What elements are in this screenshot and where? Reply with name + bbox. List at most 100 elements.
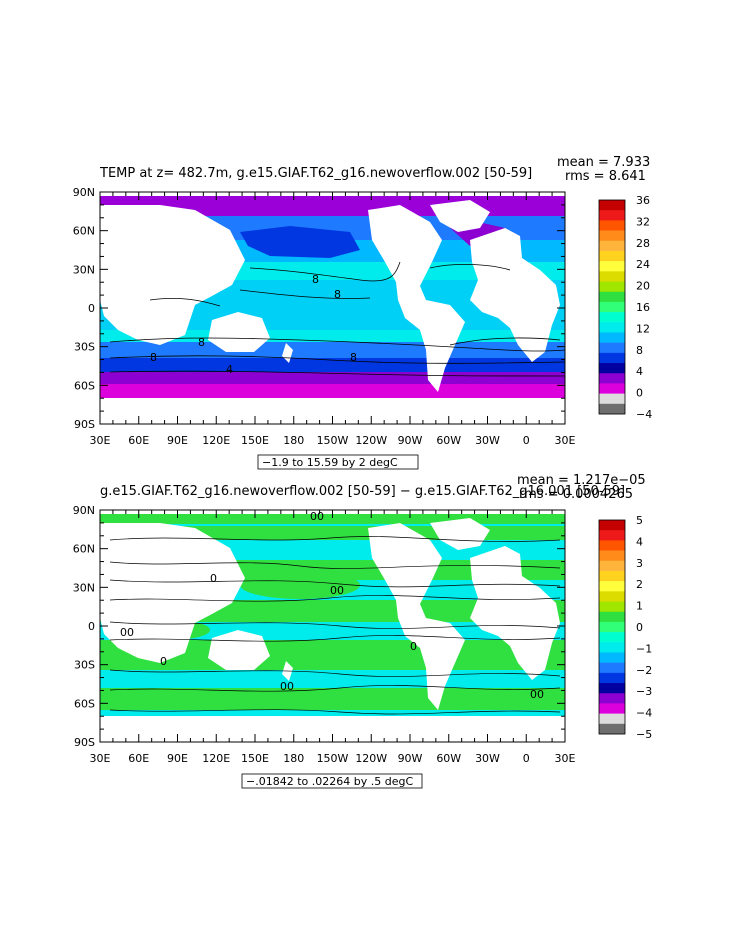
lat-tick-label: 30N bbox=[73, 581, 95, 594]
colorbar-swatch bbox=[599, 713, 625, 725]
panel-2-range: −.01842 to .02264 by .5 degC bbox=[246, 775, 413, 788]
colorbar-swatch bbox=[599, 520, 625, 531]
colorbar-swatch bbox=[599, 271, 625, 282]
panel-1-range-box bbox=[257, 454, 419, 470]
lon-tick-label: 30W bbox=[475, 434, 500, 447]
contour-label: 0 bbox=[410, 640, 417, 653]
colorbar-swatch bbox=[599, 662, 625, 674]
contour-label: 8 bbox=[198, 336, 205, 349]
panel-1: TEMP at z= 482.7m, g.e15.GIAF.T62_g16.ne… bbox=[73, 155, 652, 470]
lat-tick-label: 0 bbox=[88, 302, 95, 315]
colorbar-swatch bbox=[599, 332, 625, 343]
lon-tick-label: 90E bbox=[167, 752, 188, 765]
colorbar-swatch bbox=[599, 591, 625, 602]
colorbar-swatch bbox=[599, 200, 625, 211]
lat-tick-label: 90N bbox=[73, 504, 95, 517]
colorbar-swatch bbox=[599, 383, 625, 394]
lon-tick-label: 150E bbox=[241, 752, 269, 765]
colorbar-swatch bbox=[599, 393, 625, 405]
contour-label: 00 bbox=[310, 510, 324, 523]
colorbar-swatch bbox=[599, 560, 625, 572]
lon-tick-label: 60W bbox=[436, 752, 461, 765]
panel-2-map: 00 00 0 00 0 00 0 00 bbox=[100, 510, 565, 742]
colorbar-label: 0 bbox=[636, 387, 643, 400]
colorbar-swatch bbox=[599, 291, 625, 303]
contour-label: 8 bbox=[312, 273, 319, 286]
colorbar-swatch bbox=[599, 632, 625, 643]
colorbar-swatch bbox=[599, 230, 625, 242]
panel-1-lat-labels: 90N 60N 30N 0 30S 60S 90S bbox=[73, 186, 95, 431]
colorbar-swatch bbox=[599, 683, 625, 694]
colorbar-label: −1 bbox=[636, 642, 652, 655]
colorbar-swatch bbox=[599, 703, 625, 714]
lon-tick-label: 30E bbox=[555, 752, 576, 765]
colorbar-swatch bbox=[599, 611, 625, 623]
lon-tick-label: 150W bbox=[317, 434, 349, 447]
lon-tick-label: 30E bbox=[90, 434, 111, 447]
lon-tick-label: 30W bbox=[475, 752, 500, 765]
panel-2-rms: rms = 0.0004265 bbox=[519, 487, 633, 502]
colorbar-swatch bbox=[599, 220, 625, 231]
lon-tick-label: 120W bbox=[355, 752, 387, 765]
colorbar-label: 8 bbox=[636, 344, 643, 357]
panel-2-title: g.e15.GIAF.T62_g16.newoverflow.002 [50-5… bbox=[100, 484, 625, 499]
colorbar-swatch bbox=[599, 621, 625, 633]
colorbar-swatch bbox=[599, 530, 625, 541]
lon-tick-label: 30E bbox=[555, 434, 576, 447]
contour-label: 00 bbox=[120, 626, 134, 639]
colorbar-label: 24 bbox=[636, 258, 650, 271]
lon-tick-label: 180 bbox=[283, 752, 304, 765]
lat-tick-label: 30N bbox=[73, 263, 95, 276]
colorbar-swatch bbox=[599, 210, 625, 221]
colorbar-swatch bbox=[599, 240, 625, 252]
lon-tick-label: 120E bbox=[202, 434, 230, 447]
lon-tick-label: 30E bbox=[90, 752, 111, 765]
contour-label: 0 bbox=[210, 572, 217, 585]
colorbar-label: 16 bbox=[636, 301, 650, 314]
lat-tick-label: 0 bbox=[88, 620, 95, 633]
colorbar-label: 20 bbox=[636, 280, 650, 293]
contour-label: 0 bbox=[160, 655, 167, 668]
contour-label: 8 bbox=[334, 288, 341, 301]
panel-1-range: −1.9 to 15.59 by 2 degC bbox=[262, 456, 398, 469]
colorbar-label: −3 bbox=[636, 685, 652, 698]
colorbar-label: 1 bbox=[636, 600, 643, 613]
lon-tick-label: 150W bbox=[317, 752, 349, 765]
contour-label: 00 bbox=[330, 584, 344, 597]
colorbar-swatch bbox=[599, 281, 625, 293]
colorbar-swatch bbox=[599, 363, 625, 374]
colorbar-swatch bbox=[599, 601, 625, 613]
panel-1-rms: rms = 8.641 bbox=[565, 169, 646, 184]
colorbar-swatch bbox=[599, 301, 625, 313]
colorbar-label: 5 bbox=[636, 514, 643, 527]
lon-tick-label: 90W bbox=[398, 434, 423, 447]
lon-tick-label: 180 bbox=[283, 434, 304, 447]
colorbar-swatch bbox=[599, 322, 625, 333]
colorbar-swatch bbox=[599, 642, 625, 653]
colorbar-label: 32 bbox=[636, 215, 650, 228]
panel-1-ticks bbox=[99, 191, 566, 425]
colorbar-label: 4 bbox=[636, 365, 643, 378]
lat-tick-label: 60N bbox=[73, 225, 95, 238]
lon-tick-label: 0 bbox=[523, 752, 530, 765]
lat-tick-label: 90N bbox=[73, 186, 95, 199]
colorbar-swatch bbox=[599, 723, 625, 735]
colorbar-swatch bbox=[599, 581, 625, 592]
lon-tick-label: 60E bbox=[128, 752, 149, 765]
colorbar-swatch bbox=[599, 693, 625, 704]
panel-2-lat-labels: 90N 60N 30N 0 30S 60S 90S bbox=[73, 504, 95, 749]
colorbar-label: 4 bbox=[636, 535, 643, 548]
contour-label: 00 bbox=[530, 688, 544, 701]
contour-label: 00 bbox=[280, 680, 294, 693]
colorbar-label: 36 bbox=[636, 194, 650, 207]
colorbar-label: 12 bbox=[636, 322, 650, 335]
colorbar-label: −4 bbox=[636, 707, 652, 720]
colorbar-label: 0 bbox=[636, 621, 643, 634]
colorbar-swatch bbox=[599, 250, 625, 262]
panel-2-mean: mean = 1.217e−05 bbox=[517, 473, 646, 488]
colorbar-swatch bbox=[599, 312, 625, 323]
lon-tick-label: 90W bbox=[398, 752, 423, 765]
colorbar-swatch bbox=[599, 550, 625, 562]
colorbar-label: −5 bbox=[636, 728, 652, 741]
